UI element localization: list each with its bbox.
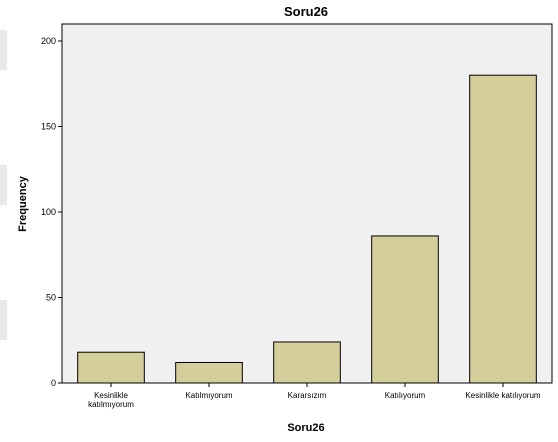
x-tick-label: Kararsızım — [288, 391, 327, 400]
y-tick-label: 50 — [46, 293, 56, 303]
y-tick-label: 150 — [41, 122, 56, 132]
y-tick-label: 100 — [41, 207, 56, 217]
bar-4 — [372, 236, 439, 383]
y-axis-title: Frequency — [17, 175, 29, 232]
x-tick-label: katılmıyorum — [88, 400, 134, 409]
x-tick-label: Kesinlikle — [94, 391, 128, 400]
y-tick-label: 200 — [41, 36, 56, 46]
y-axis: 0 50 100 150 200 — [41, 36, 62, 388]
x-tick-label: Kesinlikle katılıyorum — [465, 391, 540, 400]
x-axis-title: Soru26 — [287, 422, 324, 434]
bar-3 — [274, 342, 341, 383]
bar-5 — [470, 75, 537, 383]
bar-2 — [176, 362, 243, 383]
x-tick-label: Katılmıyorum — [185, 391, 232, 400]
y-tick-label: 0 — [51, 378, 56, 388]
chart-title: Soru26 — [284, 4, 328, 19]
x-tick-label: Katılıyorum — [385, 391, 426, 400]
bar-1 — [78, 352, 145, 383]
